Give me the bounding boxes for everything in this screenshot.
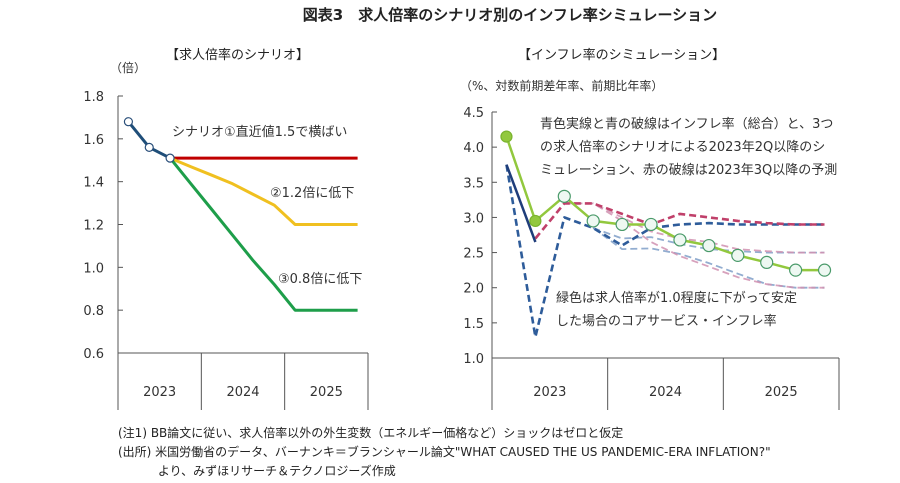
- right-data-point: [673, 233, 687, 247]
- right-data-point: [731, 248, 745, 262]
- left-x-tick-label: 2023: [143, 385, 176, 400]
- left-y-tick-label: 1.8: [83, 90, 104, 105]
- left-y-tick-label: 1.2: [83, 219, 104, 234]
- left-y-tick-label: 1.4: [83, 176, 104, 191]
- right-annotation: 青色実線と青の破線はインフレ率（総合）と、3つ: [540, 116, 833, 132]
- left-series-line-2: [169, 156, 358, 226]
- right-data-point: [644, 217, 658, 232]
- left-annotation: ③0.8倍に低下: [278, 272, 362, 287]
- left-panel-title: 【求人倍率のシナリオ】: [166, 48, 310, 63]
- right-series-line-5: [534, 202, 825, 240]
- left-data-point: [165, 153, 175, 163]
- left-annotation: ②1.2倍に低下: [270, 186, 354, 201]
- left-x-tick-label: 2025: [310, 385, 343, 400]
- right-annotation: ミュレーション、赤の破線は2023年3Q以降の予測: [540, 162, 837, 178]
- right-series-line-4: [592, 227, 825, 289]
- right-data-point: [789, 263, 803, 277]
- right-data-point: [615, 217, 629, 232]
- right-y-tick-label: 3.5: [463, 176, 484, 191]
- right-data-point: [702, 238, 716, 253]
- note-source: (出所) 米国労働省のデータ、バーナンキ＝ブランシャール論文"WHAT CAUS…: [118, 445, 771, 459]
- right-y-tick-label: 2.5: [463, 247, 484, 262]
- right-series-line-1: [505, 136, 825, 272]
- left-data-point: [123, 117, 134, 127]
- right-data-point: [557, 189, 571, 203]
- note-source-cont: より、みずほリサーチ＆テクノロジーズ作成: [118, 464, 396, 478]
- left-data-point: [144, 142, 154, 152]
- right-data-point: [529, 214, 542, 228]
- right-y-tick-label: 1.0: [463, 352, 484, 367]
- right-series-line-0: [505, 164, 537, 243]
- left-series-line-3: [168, 157, 358, 312]
- left-y-tick-label: 1.0: [83, 261, 104, 276]
- note-1: (注1) BB論文に従い、求人倍率以外の外生変数（エネルギー価格など）ショックは…: [118, 426, 624, 440]
- left-annotation: シナリオ①直近値1.5で横ばい: [172, 124, 347, 140]
- left-y-tick-label: 1.6: [83, 133, 104, 148]
- right-data-point: [817, 263, 832, 277]
- right-series-line-2: [505, 164, 825, 339]
- right-x-tick-label: 2025: [765, 385, 798, 400]
- left-y-tick-label: 0.6: [83, 347, 104, 362]
- left-x-tick-label: 2024: [226, 385, 259, 400]
- right-x-tick-label: 2023: [533, 385, 566, 400]
- left-y-tick-label: 0.8: [83, 304, 104, 319]
- right-panel-title: 【インフレ率のシミュレーション】: [518, 48, 726, 63]
- right-series-line-7: [564, 202, 825, 289]
- right-y-axis-label: （%、対数前期差年率、前期比年率）: [460, 78, 663, 93]
- right-x-tick-label: 2024: [649, 385, 682, 400]
- right-y-tick-label: 4.0: [463, 141, 484, 156]
- right-series-line-6: [564, 202, 825, 254]
- left-y-axis-label: （倍）: [110, 60, 146, 75]
- right-data-point: [760, 255, 774, 270]
- right-y-tick-label: 2.0: [463, 282, 484, 297]
- right-y-tick-label: 1.5: [463, 317, 484, 332]
- right-annotation: の求人倍率のシナリオによる2023年2Q以降のシ: [540, 139, 825, 155]
- right-y-tick-label: 3.0: [463, 211, 484, 226]
- right-data-point: [500, 130, 513, 143]
- right-y-tick-label: 4.5: [463, 106, 484, 121]
- right-data-point: [586, 214, 600, 228]
- right-annotation: した場合のコアサービス・インフレ率: [556, 313, 777, 329]
- left-series-line-0: [127, 120, 171, 160]
- figure-title: 図表3 求人倍率のシナリオ別のインフレ率シミュレーション: [302, 6, 718, 24]
- right-annotation: 緑色は求人倍率が1.0程度に下がって安定: [556, 290, 797, 306]
